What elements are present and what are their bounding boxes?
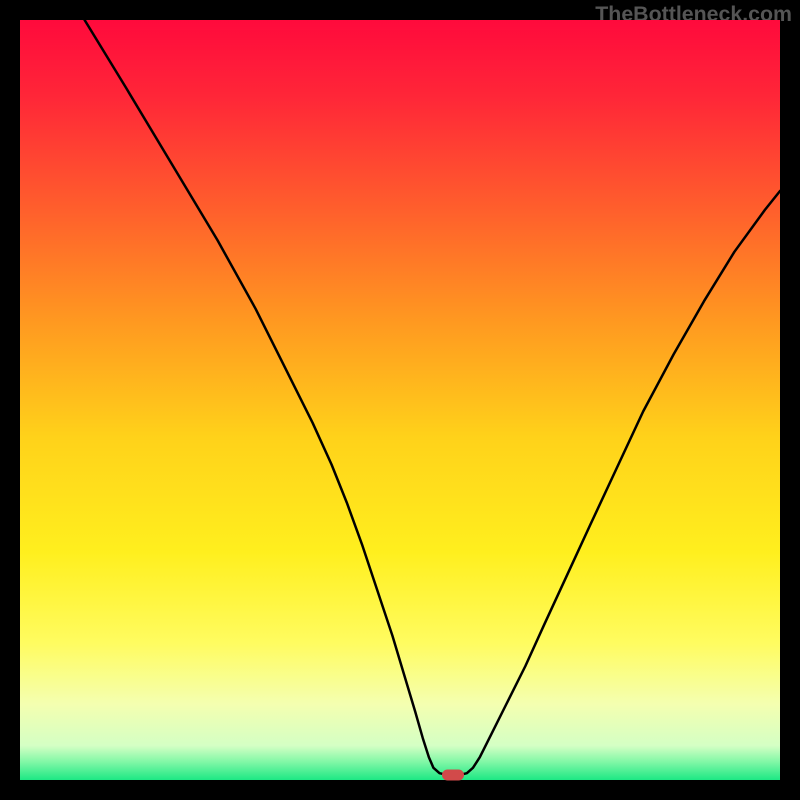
curve-path bbox=[85, 20, 780, 775]
optimal-point-marker bbox=[442, 770, 464, 781]
chart-frame: TheBottleneck.com bbox=[0, 0, 800, 800]
bottleneck-curve bbox=[20, 20, 780, 780]
plot-area bbox=[20, 20, 780, 780]
